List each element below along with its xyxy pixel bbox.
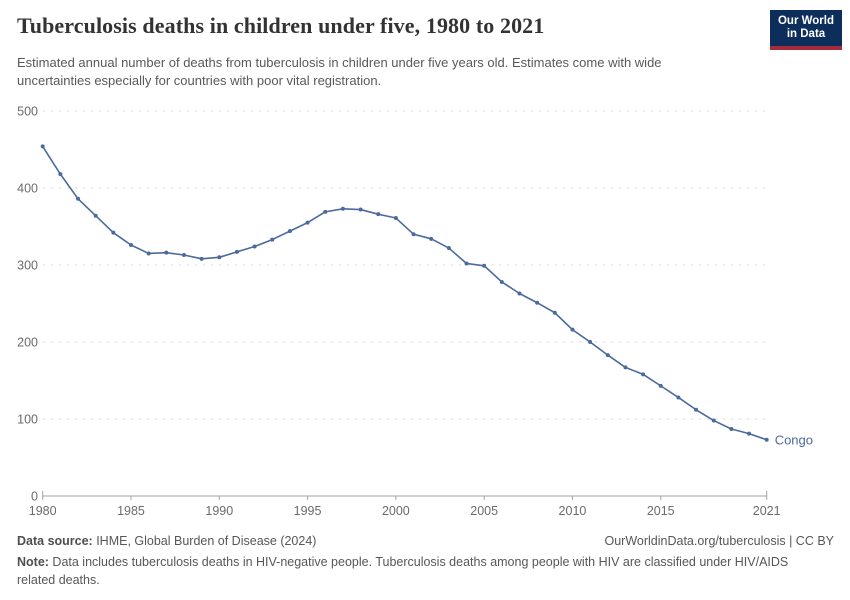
owid-url-link[interactable]: OurWorldinData.org/tuberculosis | CC BY <box>604 534 835 548</box>
data-source-text: IHME, Global Burden of Disease (2024) <box>92 534 317 548</box>
data-point[interactable] <box>605 353 610 358</box>
data-point[interactable] <box>535 300 540 305</box>
data-point[interactable] <box>76 196 81 201</box>
data-point[interactable] <box>305 220 310 225</box>
data-point[interactable] <box>446 246 451 251</box>
data-point[interactable] <box>641 372 646 377</box>
data-point[interactable] <box>623 365 628 370</box>
footer-note: Note: Data includes tuberculosis deaths … <box>17 553 817 590</box>
data-point[interactable] <box>40 144 45 149</box>
data-point[interactable] <box>747 431 752 436</box>
data-point[interactable] <box>658 383 663 388</box>
data-point[interactable] <box>181 252 186 257</box>
data-point[interactable] <box>411 232 416 237</box>
data-point[interactable] <box>93 213 98 218</box>
data-point[interactable] <box>393 216 398 221</box>
y-axis-tick-label: 100 <box>17 413 38 427</box>
x-axis-tick-label: 1985 <box>117 504 145 518</box>
data-point[interactable] <box>552 310 557 315</box>
x-axis-tick-label: 2015 <box>647 504 675 518</box>
data-source-line: Data source: IHME, Global Burden of Dise… <box>17 532 316 551</box>
data-point[interactable] <box>729 427 734 432</box>
data-point[interactable] <box>287 229 292 234</box>
chart-subtitle: Estimated annual number of deaths from t… <box>17 55 662 89</box>
data-point[interactable] <box>323 209 328 214</box>
data-series-line[interactable] <box>41 145 768 441</box>
page-title: Tuberculosis deaths in children under fi… <box>17 13 545 38</box>
data-source-label: Data source: <box>17 534 93 548</box>
series-end-label-congo[interactable]: Congo <box>775 432 813 447</box>
data-point[interactable] <box>252 244 257 249</box>
data-point[interactable] <box>111 230 116 235</box>
data-point[interactable] <box>217 255 222 260</box>
x-axis-tick-label: 2021 <box>753 504 781 518</box>
data-point[interactable] <box>270 237 275 242</box>
data-point[interactable] <box>358 207 363 212</box>
data-point[interactable] <box>340 206 345 211</box>
y-axis-tick-label: 500 <box>17 105 38 119</box>
data-point[interactable] <box>164 250 169 255</box>
x-axis-tick-label: 1995 <box>294 504 322 518</box>
data-point[interactable] <box>764 437 769 442</box>
note-text: Data includes tuberculosis deaths in HIV… <box>17 554 789 588</box>
y-axis-tick-label: 300 <box>17 259 38 273</box>
data-point[interactable] <box>429 236 434 241</box>
data-point[interactable] <box>199 256 204 261</box>
x-axis-tick-label: 1980 <box>29 504 57 518</box>
data-point[interactable] <box>694 407 699 412</box>
data-point[interactable] <box>482 263 487 268</box>
y-axis-tick-label: 200 <box>17 336 38 350</box>
data-point[interactable] <box>517 291 522 296</box>
data-point[interactable] <box>376 212 381 217</box>
y-axis-tick-label: 0 <box>31 490 38 504</box>
owid-logo[interactable]: Our World in Data <box>770 10 842 50</box>
x-axis-tick-label: 1990 <box>205 504 233 518</box>
data-point[interactable] <box>588 340 593 344</box>
x-axis-tick-label: 2000 <box>382 504 410 518</box>
x-axis-tick-label: 2005 <box>470 504 498 518</box>
chart-footer: Data source: IHME, Global Burden of Dise… <box>17 532 834 590</box>
owid-logo-text-line2: in Data <box>786 28 826 40</box>
note-label: Note: <box>17 554 49 569</box>
data-point[interactable] <box>711 418 716 423</box>
data-point[interactable] <box>464 261 469 266</box>
y-axis-tick-label: 400 <box>17 182 38 196</box>
owid-logo-text-line1: Our World <box>777 14 834 27</box>
data-point[interactable] <box>499 279 504 284</box>
x-axis-tick-label: 2010 <box>559 504 587 518</box>
data-point[interactable] <box>234 249 239 254</box>
data-point[interactable] <box>58 172 63 177</box>
data-point[interactable] <box>146 251 151 256</box>
data-point[interactable] <box>676 395 681 400</box>
data-point[interactable] <box>128 242 133 247</box>
data-point[interactable] <box>570 327 575 332</box>
